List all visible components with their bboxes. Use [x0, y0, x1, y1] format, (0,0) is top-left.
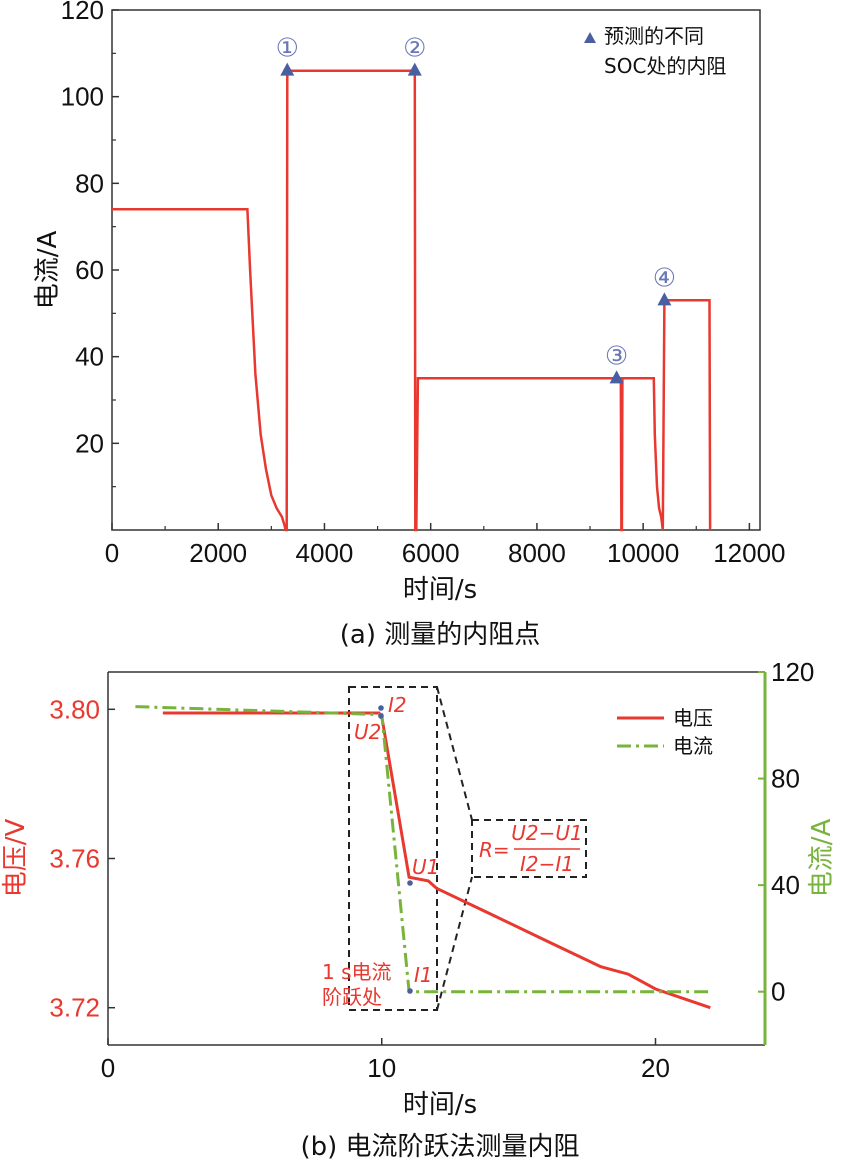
- label-u1: U1: [412, 855, 439, 879]
- chart-a-x-tick-label: 12000: [713, 538, 785, 568]
- chart-a-y-tick-label: 20: [75, 428, 104, 458]
- chart-b-left-tick-label: 3.72: [49, 993, 100, 1023]
- zoom-connector-bottom: [436, 876, 473, 1011]
- chart-b-x-tick-label: 20: [641, 1053, 670, 1083]
- chart-a-x-tick-label: 8000: [508, 538, 566, 568]
- chart-a-y-tick-label: 100: [61, 82, 104, 112]
- chart-a-caption: (a) 测量的内阻点: [340, 620, 541, 650]
- chart-b-left-axis-title: 电压/V: [1, 819, 31, 898]
- label-u2: U2: [354, 720, 381, 744]
- chart-a-marker-label: ③: [605, 341, 628, 371]
- chart-a-marker-label: ④: [653, 263, 676, 293]
- chart-b-x-axis-title: 时间/s: [403, 1090, 477, 1120]
- chart-a-legend-line2: SOC处的内阻: [604, 54, 726, 78]
- chart-a-legend-line1: 预测的不同: [604, 24, 704, 48]
- chart-b-right-tick-label: 0: [771, 977, 785, 1007]
- chart-a-y-tick-label: 80: [75, 168, 104, 198]
- chart-a-y-tick-labels: 20 40 60 80 100 120: [61, 0, 104, 458]
- point-i2: [378, 705, 384, 711]
- chart-a-current-line: [112, 69, 712, 532]
- chart-b-right-tick-label: 80: [771, 764, 800, 794]
- label-i1: I1: [414, 963, 433, 987]
- chart-a-y-tick-label: 40: [75, 342, 104, 372]
- chart-a-x-tick-label: 10000: [607, 538, 679, 568]
- chart-a-y-tick-label: 120: [61, 0, 104, 25]
- chart-a-marker-triangle: [280, 62, 295, 76]
- chart-b-ticks: [107, 671, 765, 1045]
- chart-b-current-line: [135, 705, 711, 994]
- chart-b-left-tick-labels: 3.72 3.76 3.80: [49, 694, 100, 1022]
- chart-a-marker-triangle: [657, 292, 672, 306]
- chart-b-x-tick-labels: 0 10 20: [101, 1053, 670, 1083]
- formula-numerator: U2−U1: [511, 821, 582, 845]
- formula-r: R=: [479, 838, 510, 862]
- label-step-line1: 1 s电流: [322, 960, 392, 984]
- zoom-connector-top: [436, 686, 473, 821]
- chart-a-x-tick-label: 0: [105, 538, 119, 568]
- chart-a-marker-triangle: [609, 370, 624, 384]
- legend-voltage-label: 电压: [673, 706, 713, 730]
- formula-denominator: I2−I1: [520, 852, 574, 876]
- chart-b-x-tick-label: 0: [101, 1053, 115, 1083]
- label-step-line2: 阶跃处: [322, 985, 382, 1009]
- point-u1: [407, 880, 413, 886]
- chart-a-x-axis-title: 时间/s: [403, 575, 477, 605]
- chart-a-marker-label: ①: [276, 34, 299, 64]
- chart-b-caption: (b) 电流阶跃法测量内阻: [300, 1132, 579, 1162]
- label-i2: I2: [388, 693, 407, 717]
- chart-b-legend: 电压 电流: [617, 706, 713, 758]
- legend-current-label: 电流: [673, 734, 713, 758]
- point-i1: [407, 988, 413, 994]
- chart-a-x-tick-label: 4000: [296, 538, 354, 568]
- chart-a-y-axis-title: 电流/A: [33, 231, 63, 310]
- formula-box: [471, 819, 587, 878]
- step-zoom-box: [348, 686, 438, 1011]
- chart-b-right-tick-label: 40: [771, 870, 800, 900]
- chart-a-legend: 预测的不同 SOC处的内阻: [584, 24, 726, 78]
- chart-a-ticks: [111, 9, 751, 530]
- chart-b-x-tick-label: 10: [367, 1053, 396, 1083]
- chart-a-x-tick-label: 2000: [189, 538, 247, 568]
- chart-a-markers: ① ② ③ ④: [276, 34, 676, 384]
- chart-a-x-tick-labels: 0 2000 4000 6000 8000 10000 12000: [105, 538, 786, 568]
- chart-a-y-tick-label: 60: [75, 255, 104, 285]
- chart-a-marker-triangle: [407, 62, 422, 76]
- chart-b-right-tick-labels: 0 40 80 120: [771, 657, 814, 1007]
- chart-b-left-tick-label: 3.80: [49, 694, 100, 724]
- chart-a: 0 2000 4000 6000 8000 10000 12000 20 40 60 80 100 1…: [33, 0, 786, 650]
- chart-a-marker-label: ②: [403, 34, 426, 64]
- chart-b-right-tick-label: 120: [771, 657, 814, 687]
- legend-triangle-icon: [584, 32, 596, 43]
- chart-a-x-tick-label: 6000: [402, 538, 460, 568]
- chart-b-left-tick-label: 3.76: [49, 844, 100, 874]
- point-u2: [378, 713, 384, 719]
- chart-b-right-axis-title: 电流/A: [807, 819, 837, 898]
